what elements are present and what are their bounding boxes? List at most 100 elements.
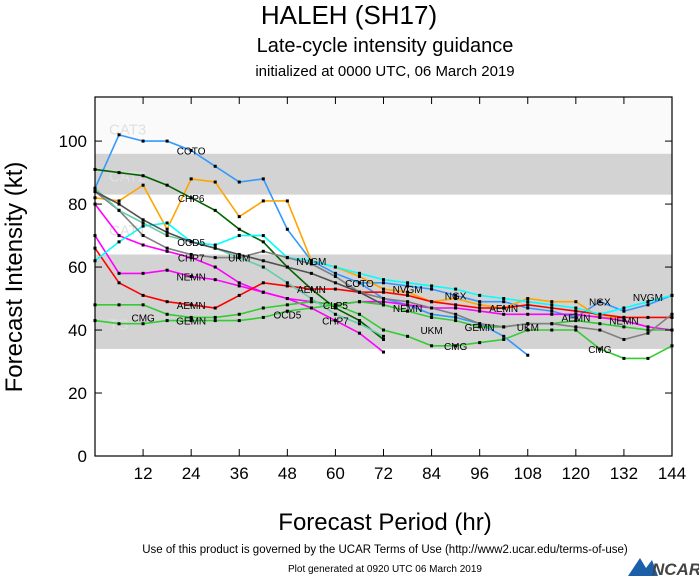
data-point: [285, 227, 289, 231]
data-point: [213, 319, 217, 323]
data-point: [357, 322, 361, 326]
band-cat3: [95, 97, 672, 154]
series-label: GEMN: [465, 323, 495, 334]
data-point: [574, 312, 578, 316]
data-point: [622, 319, 626, 323]
data-point: [333, 319, 337, 323]
data-point: [165, 246, 169, 250]
data-point: [454, 293, 458, 297]
data-point: [237, 180, 241, 184]
data-point: [213, 278, 217, 282]
data-point: [141, 234, 145, 238]
data-point: [261, 306, 265, 310]
data-point: [141, 243, 145, 247]
data-point: [165, 268, 169, 272]
data-point: [261, 240, 265, 244]
data-point: [117, 240, 121, 244]
data-point: [141, 174, 145, 178]
data-point: [430, 287, 434, 291]
y-tick-label: 20: [68, 384, 87, 403]
data-point: [309, 259, 313, 263]
data-point: [261, 281, 265, 285]
series-label: CHP6: [178, 194, 205, 205]
series-label: NVGM: [633, 293, 663, 304]
y-tick-label: 0: [78, 447, 87, 466]
data-point: [478, 300, 482, 304]
data-point: [117, 202, 121, 206]
data-point: [526, 312, 530, 316]
data-point: [502, 312, 506, 316]
data-point: [213, 306, 217, 310]
data-point: [454, 312, 458, 316]
data-point: [574, 328, 578, 332]
data-point: [502, 334, 506, 338]
data-point: [622, 356, 626, 360]
data-point: [526, 306, 530, 310]
x-tick-label: 144: [658, 464, 686, 483]
data-point: [454, 287, 458, 291]
data-point: [237, 256, 241, 260]
series-ukm: [93, 189, 674, 341]
data-point: [309, 306, 313, 310]
series-label: NEMN: [609, 317, 638, 328]
data-point: [237, 234, 241, 238]
data-point: [454, 303, 458, 307]
data-point: [646, 356, 650, 360]
data-point: [237, 215, 241, 219]
data-point: [141, 303, 145, 307]
series-label: AEMN: [489, 304, 518, 315]
series-label: NEMN: [393, 304, 422, 315]
data-point: [189, 177, 193, 181]
data-point: [406, 300, 410, 304]
data-point: [382, 350, 385, 354]
data-point: [285, 265, 289, 269]
data-point: [430, 284, 434, 288]
data-point: [406, 334, 410, 338]
data-point: [454, 319, 458, 323]
data-point: [189, 256, 193, 260]
data-point: [526, 322, 530, 326]
data-point: [117, 171, 121, 175]
data-point: [357, 312, 361, 316]
data-point: [309, 300, 313, 304]
data-point: [478, 306, 482, 310]
data-point: [454, 315, 458, 319]
data-point: [598, 300, 602, 304]
series-label: NVGM: [393, 285, 423, 296]
data-point: [213, 265, 217, 269]
data-point: [189, 315, 193, 319]
series-label: NGX: [589, 298, 611, 309]
x-tick-label: 108: [514, 464, 542, 483]
data-point: [598, 347, 602, 351]
x-axis-label: Forecast Period (hr): [278, 509, 491, 536]
data-point: [261, 259, 265, 263]
data-point: [237, 319, 241, 323]
series-label: UKM: [420, 326, 442, 337]
data-point: [189, 275, 193, 278]
x-tick-label: 120: [562, 464, 590, 483]
data-point: [285, 256, 289, 260]
data-point: [213, 243, 217, 247]
data-point: [141, 293, 145, 297]
data-point: [357, 319, 361, 323]
data-point: [141, 271, 145, 275]
y-tick-label: 40: [68, 321, 87, 340]
data-point: [646, 328, 650, 332]
data-point: [406, 293, 410, 297]
data-point: [526, 300, 530, 304]
data-point: [189, 252, 193, 256]
series-label: OCD5: [274, 310, 302, 321]
data-point: [550, 312, 554, 316]
data-point: [622, 337, 626, 341]
data-point: [333, 287, 337, 291]
data-point: [622, 306, 626, 310]
data-point: [622, 315, 626, 319]
data-point: [550, 300, 554, 304]
chart-subtitle: Late-cycle intensity guidance: [257, 35, 514, 57]
data-point: [574, 306, 578, 310]
data-point: [646, 303, 650, 307]
data-point: [550, 322, 554, 326]
data-point: [189, 196, 193, 200]
data-point: [165, 183, 169, 187]
